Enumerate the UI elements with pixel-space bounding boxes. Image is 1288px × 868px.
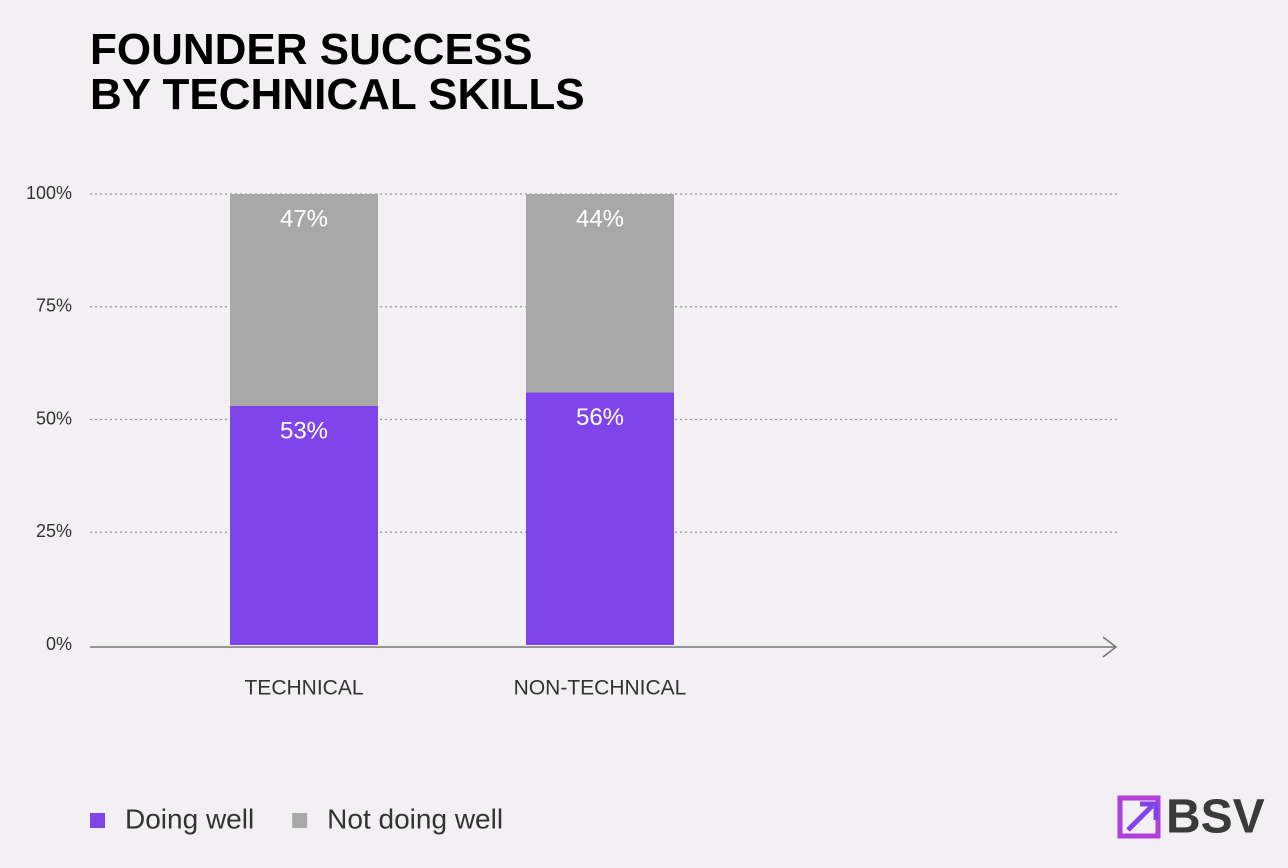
- bar-segment: [230, 405, 378, 645]
- logo: BSV: [1117, 791, 1265, 844]
- bar-segment: [526, 392, 674, 645]
- legend-label: Doing well: [125, 803, 254, 834]
- value-label: 56%: [576, 404, 624, 431]
- chart-title: FOUNDER SUCCESS: [90, 25, 533, 74]
- chart-title: BY TECHNICAL SKILLS: [90, 70, 585, 119]
- value-label: 47%: [280, 205, 328, 232]
- x-tick-label: TECHNICAL: [244, 677, 363, 700]
- y-tick-label: 25%: [36, 521, 72, 541]
- value-label: 53%: [280, 417, 328, 444]
- logo-text: BSV: [1166, 791, 1265, 844]
- x-axis-arrow: [1102, 636, 1118, 658]
- x-tick-label: NON-TECHNICAL: [514, 677, 687, 700]
- y-tick-label: 50%: [36, 408, 72, 428]
- legend-label: Not doing well: [327, 803, 503, 834]
- logo-icon: [1126, 801, 1159, 832]
- legend-swatch: [90, 813, 105, 828]
- y-tick-label: 0%: [46, 634, 72, 654]
- legend-swatch: [292, 813, 308, 828]
- bar-segment: [526, 194, 674, 393]
- bar-segment: [230, 194, 378, 406]
- y-tick-label: 100%: [26, 183, 72, 203]
- value-label: 44%: [576, 205, 624, 232]
- y-tick-label: 75%: [36, 296, 72, 316]
